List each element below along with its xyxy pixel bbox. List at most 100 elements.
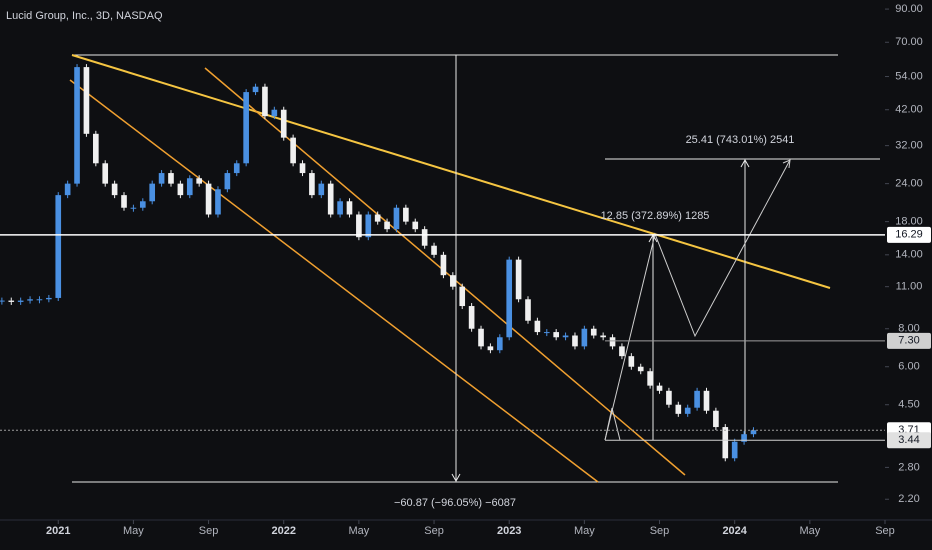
candle [741,434,747,442]
x-tick-label: 2024 [722,525,747,537]
x-tick-label: Sep [650,525,670,537]
candle [656,385,663,391]
candle [168,173,174,184]
price-badge [887,432,931,449]
price-badge [887,332,931,349]
candle [403,207,409,222]
candle [196,178,202,184]
candle [562,335,569,338]
annotation: −60.87 (−96.05%) −6087 [394,497,516,509]
candle [327,183,334,215]
x-tick-label: May [574,525,595,537]
candle [694,390,700,408]
y-tick-label: 14.00 [895,249,923,261]
drawings [69,54,880,483]
candle [139,201,146,208]
projection-path [604,159,791,441]
candle [17,300,24,302]
candle [572,335,578,347]
y-tick-label: 11.00 [896,281,923,293]
x-tick-label: 2022 [271,525,295,537]
candle [412,221,419,230]
candle [374,214,381,222]
x-tick-label: May [348,525,369,537]
candle [496,337,503,351]
candle [647,371,653,386]
annotation: 12.85 (372.89%) 1285 [601,210,710,222]
candle [581,328,588,347]
candle [525,299,531,321]
candle [280,109,287,138]
candle [27,299,33,301]
candle [619,346,625,357]
candle [534,320,541,333]
candle [177,183,184,196]
candle [713,410,719,428]
candle [506,259,513,338]
candle [459,286,466,307]
chart-title: Lucid Group, Inc., 3D, NASDAQ [6,10,163,22]
candle [431,245,437,255]
y-tick-label: 90.00 [895,3,923,15]
candle [271,109,278,117]
y-tick-label: 6.00 [898,361,919,373]
candle [365,214,372,238]
y-tick-label: 70.00 [895,36,923,48]
candle [346,201,353,215]
arrow-head [451,473,461,483]
candle [675,404,682,414]
candle [590,328,597,336]
candle [440,254,447,276]
price-badge-label: 3.44 [898,434,919,446]
candle [186,178,193,196]
candle [421,229,428,246]
candle [130,207,137,209]
candle [684,407,691,414]
x-tick-label: Sep [199,525,219,537]
candle [0,300,5,302]
candle [731,441,738,459]
y-tick-label: 4.50 [898,399,919,411]
candle [36,299,43,301]
candle [102,163,109,184]
candle [487,346,494,351]
candle [158,173,165,184]
candle [46,297,52,300]
candle [337,201,343,215]
projection-small [604,407,621,441]
candle [111,183,118,196]
candle [205,183,212,215]
candle [478,328,484,347]
x-tick-label: 2023 [497,525,521,537]
x-tick-label: May [123,525,144,537]
arrow-head [782,159,791,169]
x-tick-label: May [799,525,820,537]
candle [722,427,729,459]
candle [8,300,15,302]
price-badge-label: 7.30 [898,335,919,347]
price-badge [887,226,931,243]
y-tick-label: 24.00 [895,178,923,190]
candle [224,173,231,190]
candle [450,275,456,287]
annotation: 25.41 (743.01%) 2541 [686,134,795,146]
candle [553,332,559,338]
x-tick-label: 2021 [46,525,70,537]
axis-panel [885,0,932,550]
candle [64,183,71,196]
candle [252,86,259,93]
y-tick-label: 2.80 [898,461,919,473]
x-tick-label: Sep [875,525,895,537]
candle [309,173,315,196]
trend-line [71,54,831,289]
candle [609,337,616,347]
candle [637,366,644,372]
candle [628,356,635,367]
candle [384,221,390,230]
arrow-head [740,158,750,168]
candle [121,195,127,208]
candle [600,335,606,338]
y-tick-label: 2.20 [898,493,919,505]
